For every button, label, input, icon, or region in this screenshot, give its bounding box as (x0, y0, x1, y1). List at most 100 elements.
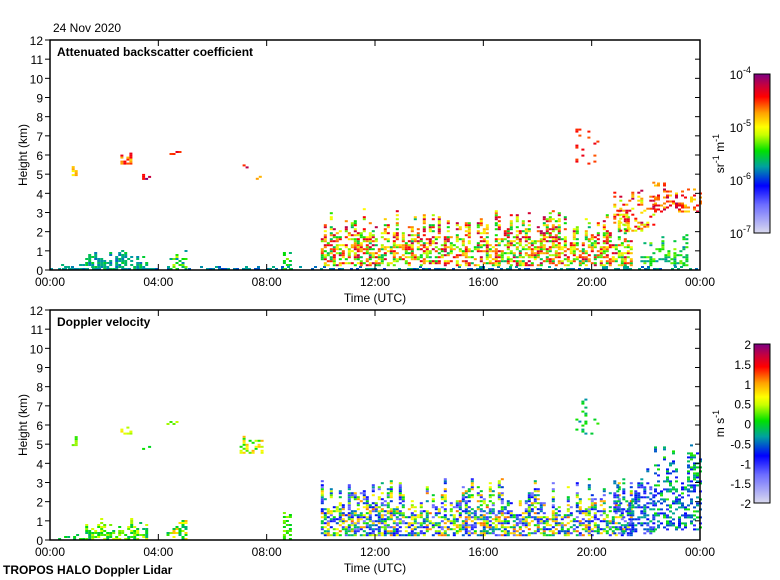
x-tick-label: 16:00 (468, 275, 498, 289)
data-cell (145, 262, 149, 264)
data-cell (506, 262, 510, 265)
colorbar-swatch (754, 182, 770, 184)
data-cell (527, 524, 531, 527)
data-cell (371, 490, 375, 493)
data-cell (602, 512, 606, 515)
data-cell (282, 268, 286, 270)
data-cell (563, 228, 567, 231)
data-cell (682, 248, 686, 251)
data-cell (392, 512, 396, 515)
colorbar-swatch (754, 373, 770, 375)
data-cell (386, 264, 390, 267)
data-cell (401, 516, 405, 519)
data-cell (578, 254, 582, 257)
data-cell (503, 234, 507, 237)
data-cell (506, 512, 510, 515)
data-cell (485, 246, 489, 249)
data-cell (145, 538, 149, 540)
data-cell (643, 209, 647, 212)
data-cell (685, 254, 689, 257)
data-cell (329, 240, 333, 243)
data-cell (100, 262, 104, 264)
data-cell (629, 240, 633, 243)
data-cell (542, 240, 546, 243)
data-cell (175, 528, 179, 530)
data-cell (326, 522, 330, 525)
data-cell (626, 220, 630, 223)
colorbar-swatch (754, 206, 770, 208)
data-cell (545, 528, 549, 531)
data-cell (509, 242, 513, 245)
data-cell (419, 240, 423, 243)
data-cell (242, 268, 245, 270)
data-cell (509, 228, 513, 231)
data-cell (282, 536, 286, 538)
data-cell (332, 256, 336, 259)
data-cell (685, 238, 689, 241)
data-cell (506, 504, 510, 507)
data-cell (500, 508, 504, 511)
data-cell (413, 216, 417, 219)
colorbar-swatch (754, 88, 770, 90)
data-cell (479, 532, 483, 535)
data-cell (353, 228, 357, 231)
data-cell (640, 524, 644, 527)
data-cell (64, 536, 68, 538)
data-cell (431, 218, 435, 221)
data-cell (590, 262, 594, 265)
data-cell (353, 222, 357, 225)
data-cell (521, 236, 525, 239)
data-cell (608, 506, 612, 509)
data-cell (584, 256, 588, 259)
data-cell (626, 256, 630, 259)
data-cell (629, 264, 633, 267)
data-cell (680, 266, 683, 268)
data-cell (120, 160, 124, 163)
data-cell (329, 212, 333, 215)
data-cell (527, 248, 531, 251)
data-cell (166, 534, 170, 536)
data-cell (356, 504, 360, 507)
data-cell (85, 530, 89, 532)
data-cell (323, 250, 327, 253)
data-cell (422, 252, 426, 255)
data-cell (518, 252, 522, 255)
data-cell (242, 439, 246, 442)
data-cell (422, 522, 426, 525)
data-cell (97, 260, 101, 262)
data-cell (347, 526, 351, 529)
colorbar-swatch (754, 100, 770, 102)
data-cell (329, 244, 333, 247)
data-cell (443, 530, 447, 533)
data-cell (326, 512, 330, 515)
data-cell (374, 524, 378, 527)
data-cell (524, 244, 528, 247)
data-cell (389, 486, 393, 489)
data-cell (581, 244, 585, 247)
data-cell (488, 488, 492, 491)
colorbar-swatch (754, 471, 770, 473)
data-cell (368, 514, 372, 517)
data-cell (100, 518, 104, 520)
data-cell (326, 260, 330, 263)
data-cell (572, 244, 576, 247)
data-cell (605, 530, 609, 533)
data-cell (338, 496, 342, 499)
colorbar-swatch (754, 99, 770, 101)
data-cell (329, 250, 333, 253)
data-cell (491, 510, 495, 513)
data-cell (479, 258, 483, 261)
data-cell (548, 524, 552, 527)
data-cell (611, 520, 615, 523)
data-cell (602, 508, 606, 511)
data-cell (652, 516, 656, 519)
data-cell (350, 222, 354, 225)
data-cell (461, 500, 465, 503)
data-cell (551, 262, 555, 265)
data-cell (515, 220, 519, 223)
data-cell (660, 490, 663, 493)
data-cell (383, 518, 387, 521)
colorbar: 21.510.50-0.5-1-1.5-2m s-1 (711, 338, 771, 511)
data-cell (362, 516, 366, 519)
data-cell (643, 260, 647, 263)
